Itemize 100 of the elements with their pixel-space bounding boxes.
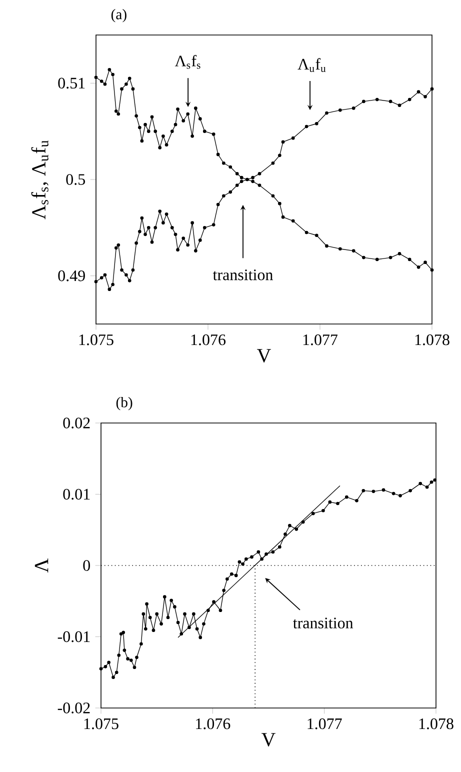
point xyxy=(228,165,232,169)
point xyxy=(375,98,379,102)
point xyxy=(222,194,226,198)
point xyxy=(103,273,107,277)
point xyxy=(352,249,356,252)
point xyxy=(235,172,239,176)
point xyxy=(176,108,180,111)
point xyxy=(114,246,118,250)
point xyxy=(100,276,104,280)
point xyxy=(128,76,132,80)
point xyxy=(144,122,147,126)
point xyxy=(212,132,216,136)
y-tick-label: 0.51 xyxy=(58,78,85,89)
point xyxy=(278,202,282,206)
annotation: Λ$_{s}$f$_{s}$ xyxy=(174,55,200,69)
point xyxy=(116,112,120,116)
point xyxy=(162,221,165,225)
point xyxy=(182,236,186,240)
point xyxy=(111,282,114,286)
point xyxy=(388,100,392,104)
point xyxy=(134,241,138,245)
point xyxy=(202,130,206,134)
annotation: transition xyxy=(212,269,273,280)
point xyxy=(158,146,162,150)
point xyxy=(190,134,194,138)
point xyxy=(154,130,158,134)
point xyxy=(408,258,412,262)
annotation: transition xyxy=(293,618,354,628)
x-tick-label: 1.078 xyxy=(419,718,454,730)
x-tick-label: 1.075 xyxy=(84,718,118,730)
point xyxy=(338,108,342,112)
point xyxy=(271,194,275,198)
point xyxy=(271,161,275,165)
y-tick-label: -0.01 xyxy=(58,631,90,642)
point xyxy=(131,268,135,272)
point xyxy=(398,252,402,256)
point xyxy=(212,223,216,226)
point xyxy=(251,180,254,184)
point xyxy=(325,244,328,248)
point xyxy=(146,130,150,134)
chart-title: (a) xyxy=(111,9,126,22)
y-tick-label: 0.02 xyxy=(63,418,90,428)
y-tick-label: 0.01 xyxy=(63,488,90,500)
point xyxy=(291,136,295,140)
point xyxy=(128,278,132,282)
x-tick-label: 1.075 xyxy=(79,334,114,346)
point xyxy=(278,154,282,158)
point xyxy=(176,248,180,252)
point xyxy=(146,226,150,230)
point xyxy=(198,117,202,120)
point xyxy=(338,247,342,251)
point xyxy=(131,87,135,91)
point xyxy=(111,72,114,76)
point xyxy=(251,176,254,180)
point xyxy=(416,265,420,269)
point xyxy=(164,143,168,146)
point xyxy=(194,106,198,110)
point xyxy=(124,82,128,86)
point xyxy=(375,258,379,262)
point xyxy=(362,100,366,104)
point xyxy=(116,243,120,247)
point xyxy=(258,172,262,176)
point xyxy=(100,80,104,83)
point xyxy=(228,190,232,194)
point xyxy=(216,152,220,156)
point xyxy=(140,216,144,220)
point xyxy=(103,82,107,86)
point xyxy=(182,119,186,122)
y-tick-label: 0.5 xyxy=(66,174,85,185)
point xyxy=(154,226,158,230)
point xyxy=(362,256,366,260)
point xyxy=(235,184,239,187)
point xyxy=(416,90,420,94)
point xyxy=(304,124,308,128)
point xyxy=(240,180,244,184)
y-tick-label: 0.49 xyxy=(58,270,85,282)
point xyxy=(170,226,174,230)
point xyxy=(222,161,226,165)
point xyxy=(158,210,162,213)
point xyxy=(202,226,206,230)
point xyxy=(150,115,154,119)
point xyxy=(162,134,165,138)
point xyxy=(304,230,308,234)
point xyxy=(388,256,392,260)
point xyxy=(398,104,402,107)
point xyxy=(408,98,412,102)
point xyxy=(314,122,318,126)
x-axis-title: V xyxy=(257,349,271,362)
x-tick-label: 1.077 xyxy=(303,334,338,346)
point xyxy=(325,111,328,115)
point xyxy=(120,87,124,91)
point xyxy=(430,87,434,91)
y-axis-title: Λ xyxy=(34,558,48,573)
point xyxy=(124,273,128,277)
point xyxy=(194,249,198,252)
y-tick-label: -0.02 xyxy=(58,702,90,714)
annotation: Λ$_{u}$f$_{u}$ xyxy=(298,58,326,72)
point xyxy=(281,215,285,219)
x-tick-label: 1.076 xyxy=(196,718,230,730)
point xyxy=(424,260,427,264)
